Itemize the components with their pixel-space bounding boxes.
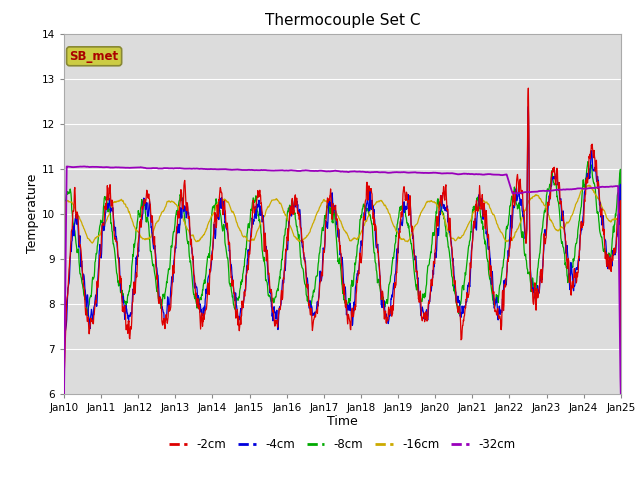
-4cm xyxy=(551,174,559,180)
-2cm xyxy=(617,347,625,352)
-4cm xyxy=(502,276,509,282)
-2cm xyxy=(502,284,509,290)
-16cm xyxy=(60,391,68,396)
-32cm xyxy=(551,187,559,193)
Line: -8cm: -8cm xyxy=(64,162,621,394)
-4cm xyxy=(170,256,178,262)
-16cm xyxy=(429,199,436,205)
-8cm xyxy=(246,218,254,224)
-4cm xyxy=(60,391,68,396)
-16cm xyxy=(551,225,559,231)
-16cm xyxy=(502,238,509,243)
-16cm xyxy=(184,227,191,232)
-4cm xyxy=(617,341,625,347)
Title: Thermocouple Set C: Thermocouple Set C xyxy=(265,13,420,28)
Line: -4cm: -4cm xyxy=(64,107,621,394)
X-axis label: Time: Time xyxy=(327,415,358,429)
-16cm xyxy=(170,200,178,205)
-8cm xyxy=(617,291,625,297)
-8cm xyxy=(170,228,178,234)
-4cm xyxy=(429,275,436,281)
-32cm xyxy=(60,391,68,396)
Y-axis label: Temperature: Temperature xyxy=(26,174,39,253)
Legend: -2cm, -4cm, -8cm, -16cm, -32cm: -2cm, -4cm, -8cm, -16cm, -32cm xyxy=(164,433,520,456)
Line: -32cm: -32cm xyxy=(64,167,621,394)
-4cm xyxy=(246,241,254,247)
-8cm xyxy=(502,237,509,242)
-16cm xyxy=(585,182,593,188)
-8cm xyxy=(584,159,592,165)
-4cm xyxy=(184,208,191,214)
-16cm xyxy=(617,380,625,385)
-2cm xyxy=(525,85,532,91)
-8cm xyxy=(184,241,191,247)
Line: -2cm: -2cm xyxy=(64,88,621,394)
-32cm xyxy=(184,166,192,171)
-2cm xyxy=(184,205,191,211)
-32cm xyxy=(171,166,179,171)
-32cm xyxy=(429,170,437,176)
-2cm xyxy=(429,274,436,280)
Text: SB_met: SB_met xyxy=(70,50,118,63)
-2cm xyxy=(551,176,559,182)
-2cm xyxy=(60,391,68,396)
-2cm xyxy=(170,264,178,270)
-32cm xyxy=(502,172,509,178)
-8cm xyxy=(551,181,559,187)
-8cm xyxy=(60,391,68,396)
-32cm xyxy=(80,164,88,169)
-2cm xyxy=(246,246,254,252)
Line: -16cm: -16cm xyxy=(64,185,621,394)
-32cm xyxy=(617,391,625,396)
-4cm xyxy=(525,104,532,109)
-32cm xyxy=(246,167,254,173)
-16cm xyxy=(246,238,254,243)
-8cm xyxy=(429,230,436,236)
